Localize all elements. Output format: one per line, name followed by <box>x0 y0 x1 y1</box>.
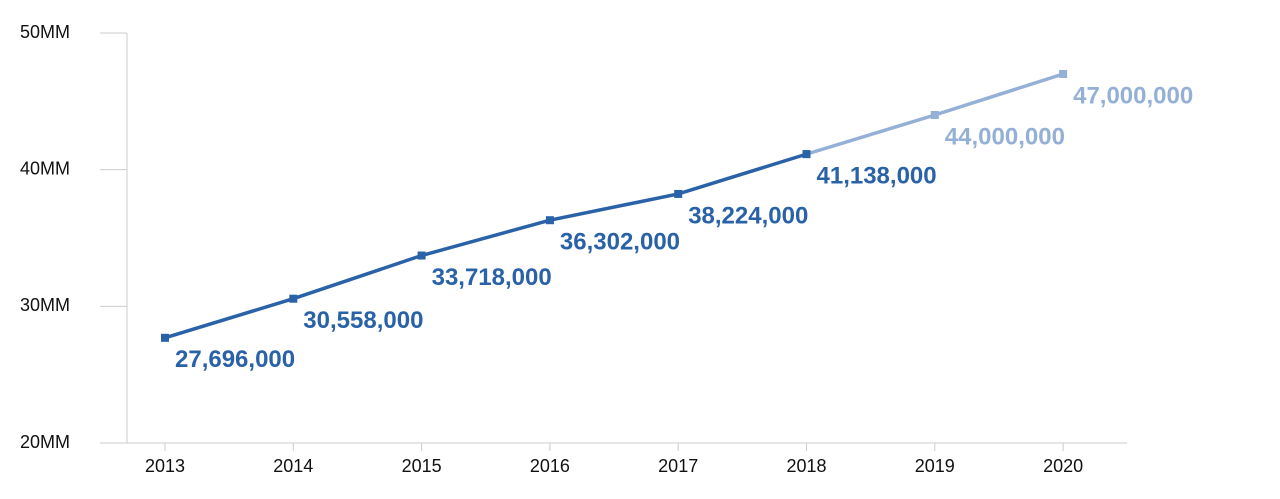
x-tick-label: 2018 <box>786 456 826 476</box>
x-tick-label: 2019 <box>915 456 955 476</box>
data-label: 47,000,000 <box>1073 82 1193 109</box>
x-tick-label: 2013 <box>145 456 185 476</box>
x-tick-label: 2017 <box>658 456 698 476</box>
x-tick-label: 2020 <box>1043 456 1083 476</box>
y-tick-label: 30MM <box>20 295 70 315</box>
point <box>802 150 811 159</box>
point <box>289 294 298 303</box>
y-tick-label: 50MM <box>20 22 70 42</box>
x-tick-label: 2016 <box>530 456 570 476</box>
data-label: 30,558,000 <box>303 307 423 334</box>
point <box>1059 70 1068 78</box>
data-label: 44,000,000 <box>945 123 1065 150</box>
series-line <box>164 152 808 340</box>
data-label: 41,138,000 <box>817 162 937 189</box>
y-tick-label: 20MM <box>20 432 70 452</box>
point <box>930 111 939 119</box>
data-label: 38,224,000 <box>688 202 808 229</box>
y-tick-label: 40MM <box>20 158 70 178</box>
data-label: 33,718,000 <box>432 264 552 291</box>
data-label: 27,696,000 <box>175 346 295 373</box>
x-tick-label: 2015 <box>402 456 442 476</box>
point <box>674 189 683 198</box>
data-label: 36,302,000 <box>560 229 680 256</box>
point <box>417 251 426 260</box>
x-tick-label: 2014 <box>273 456 313 476</box>
point <box>161 333 169 342</box>
point <box>545 216 554 225</box>
